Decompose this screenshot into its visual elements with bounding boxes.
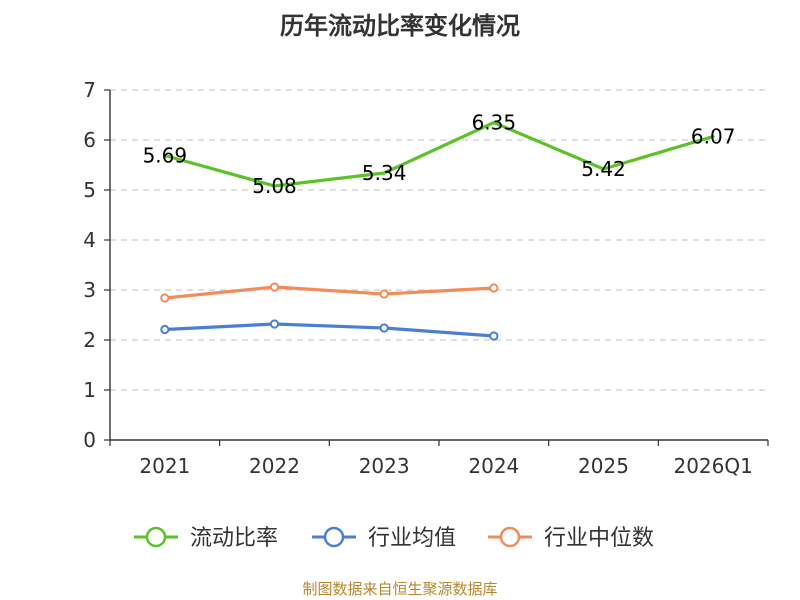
y-tick-label: 7 (83, 78, 96, 102)
chart-title: 历年流动比率变化情况 (280, 12, 520, 40)
data-point (379, 289, 389, 299)
data-point (269, 282, 280, 292)
y-tick-label: 6 (83, 128, 96, 152)
data-point (160, 293, 170, 303)
label-layer: 5.69 5.08 5.34 6.35 5.42 6.07 (143, 111, 736, 199)
series-line-0 (163, 120, 715, 188)
legend-marker-1 (323, 526, 345, 548)
data-label: 6.07 (691, 125, 736, 149)
grid-layer (110, 89, 768, 391)
x-tick-label: 2025 (578, 454, 629, 478)
x-tick-label: 2026Q1 (673, 454, 752, 478)
data-label: 5.08 (252, 174, 297, 198)
data-point (489, 331, 499, 341)
data-label: 6.35 (472, 111, 517, 135)
y-tick-label: 4 (83, 228, 96, 252)
legend-label-1: 行业均值 (368, 526, 456, 551)
x-tick-label: 2023 (359, 454, 410, 478)
source-footer: 制图数据来自恒生聚源数据库 (302, 580, 498, 598)
data-point (269, 319, 280, 329)
x-tick-label: 2022 (249, 454, 300, 478)
data-point (160, 324, 170, 335)
y-tick-label: 5 (83, 178, 96, 202)
legend-marker-0 (145, 526, 167, 548)
data-label: 5.34 (362, 161, 407, 185)
legend-marker-2 (499, 526, 521, 548)
legend-label-2: 行业中位数 (544, 526, 654, 551)
y-tick-label: 3 (83, 278, 96, 302)
data-label: 5.42 (581, 157, 626, 181)
y-tick-label: 2 (83, 328, 96, 352)
y-tick-label: 0 (83, 428, 96, 452)
legend-label-0: 流动比率 (190, 526, 278, 551)
data-label: 5.69 (143, 144, 188, 168)
x-tick-label: 2021 (139, 454, 190, 478)
series-line-2 (163, 285, 496, 300)
series-layer (160, 120, 715, 341)
legend-layer: 流动比率 行业均值 行业中位数 (134, 526, 654, 551)
x-tick-label: 2024 (468, 454, 519, 478)
data-point (489, 283, 499, 293)
data-point (379, 323, 389, 333)
series-line-1 (163, 322, 496, 338)
axis-layer: 0 1 2 3 4 5 6 7 2021 2022 2023 2024 2025 2026Q1 (83, 78, 769, 478)
y-tick-label: 1 (83, 378, 96, 402)
